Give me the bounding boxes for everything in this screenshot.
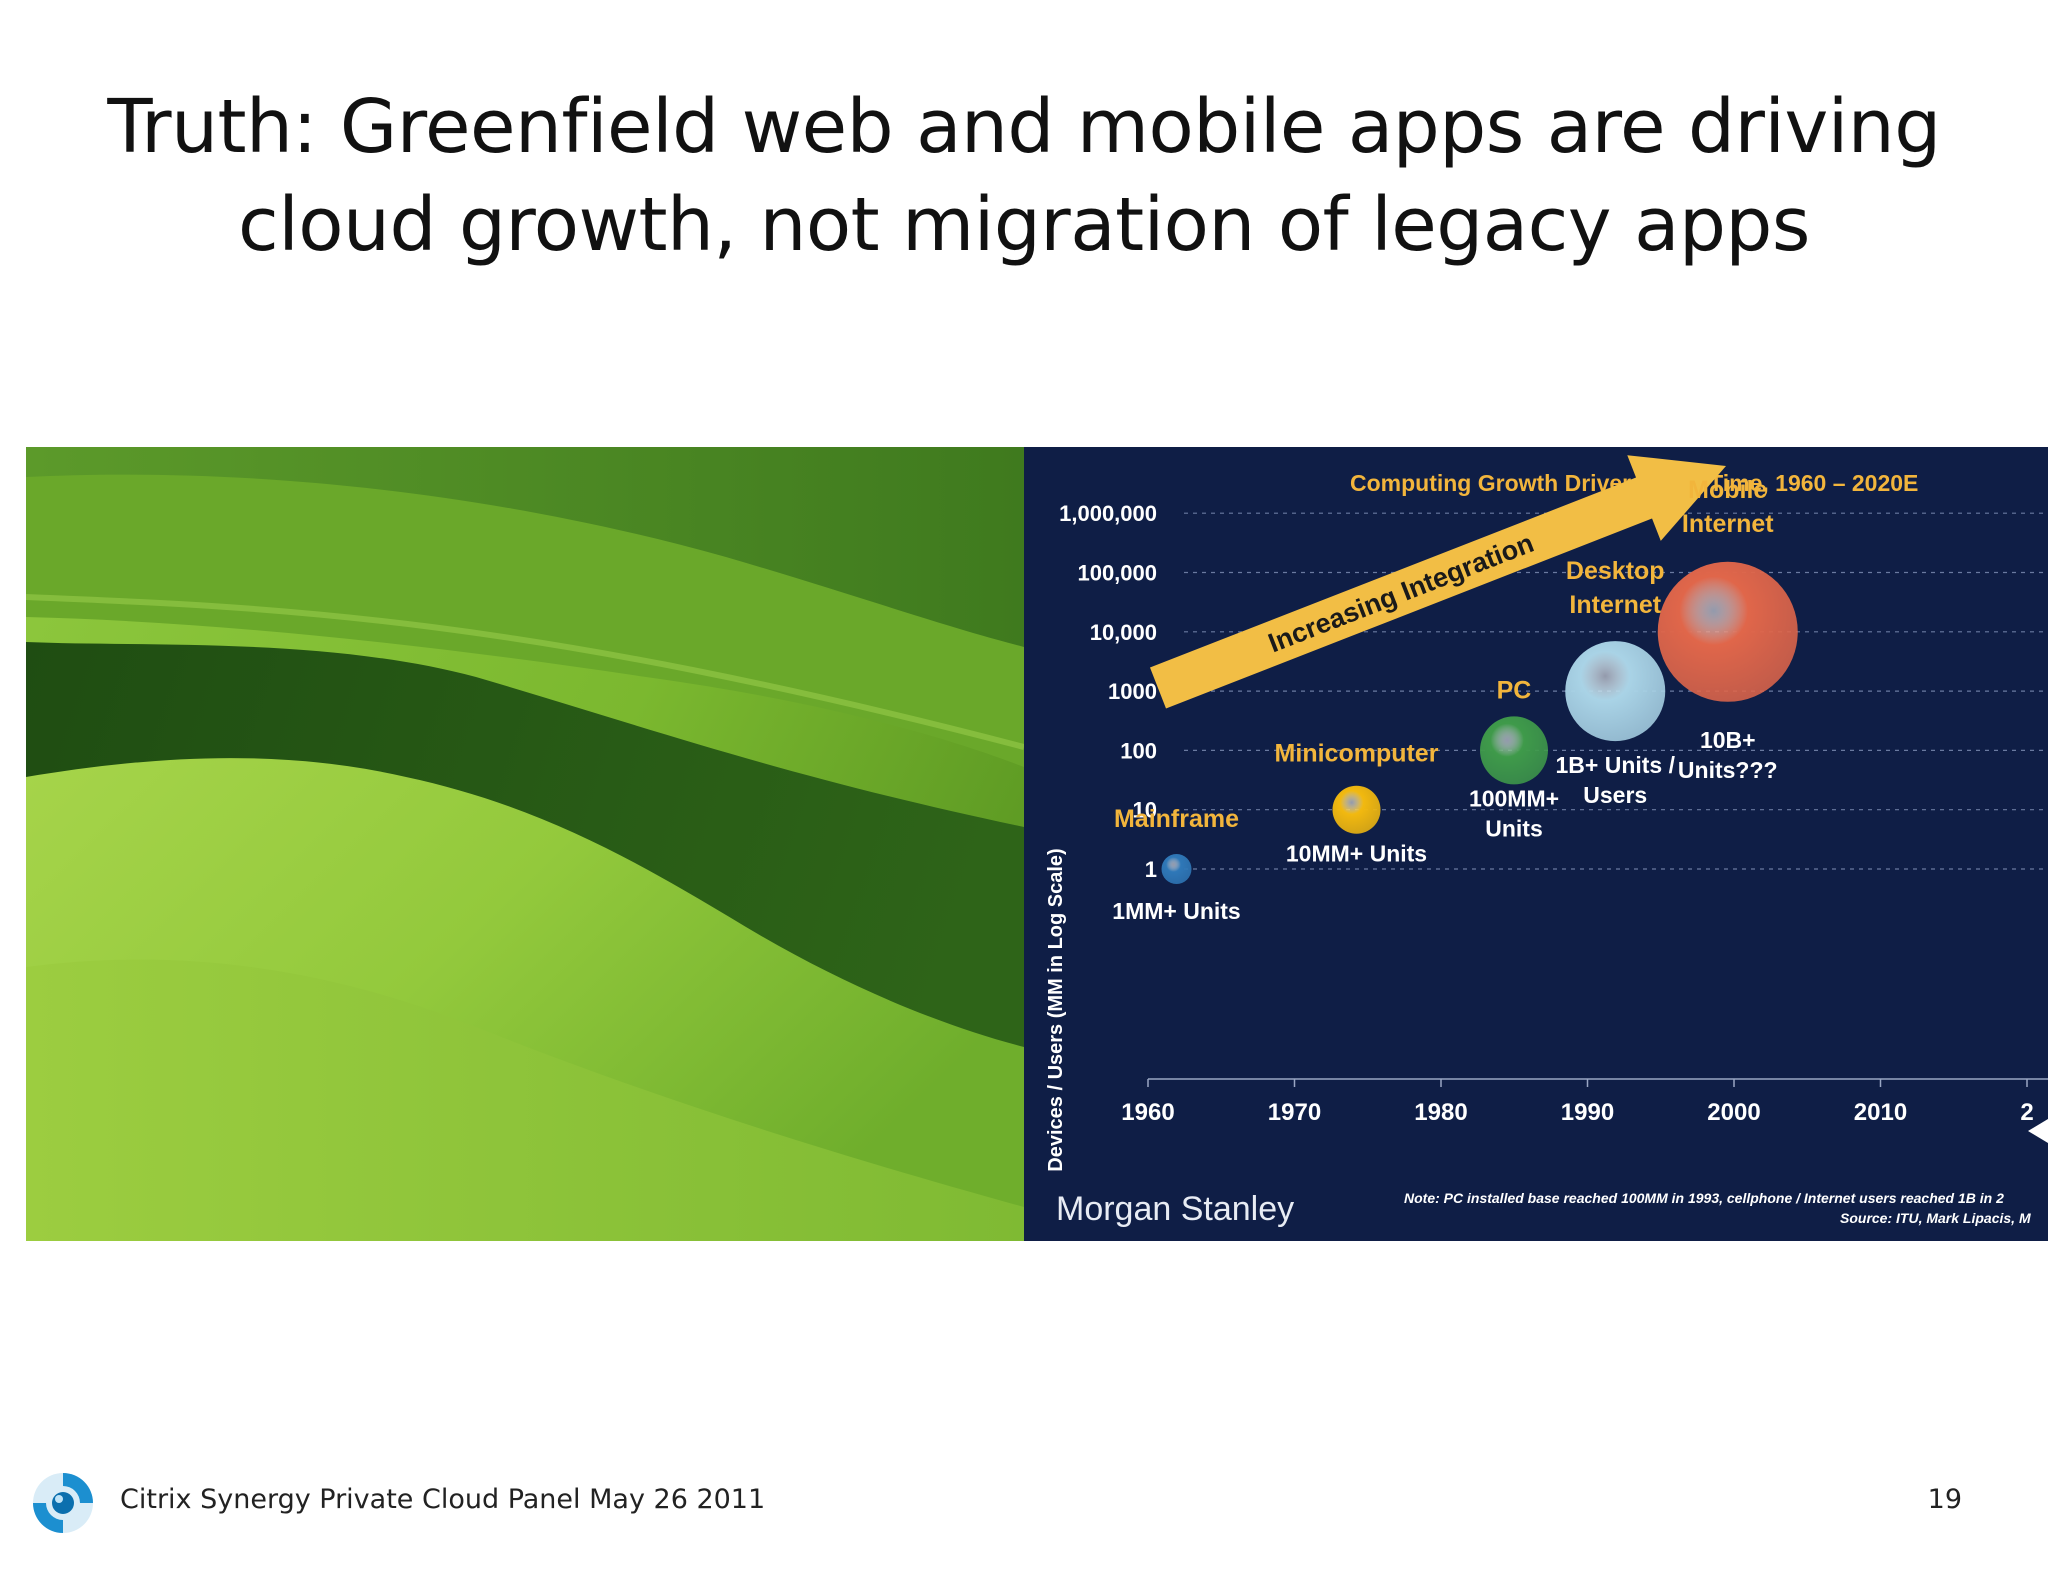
chart-source: Source: ITU, Mark Lipacis, M <box>1840 1210 2031 1226</box>
slide-title: Truth: Greenfield web and mobile apps ar… <box>0 78 2048 274</box>
y-tick-label: 10 <box>1133 798 1157 823</box>
slide-title-line-1: Truth: Greenfield web and mobile apps ar… <box>107 84 1941 170</box>
x-tick-labels: 1960 1970 1980 1990 2000 2010 2 <box>1121 1078 2048 1126</box>
x-tick-label: 1980 <box>1414 1099 1467 1126</box>
point-name-label: Mainframe <box>1114 805 1239 833</box>
point-name-label: Mobile <box>1688 476 1767 504</box>
x-tick-label: 2010 <box>1854 1099 1907 1126</box>
data-point-group: Mobile Internet 10B+ Units??? <box>1657 476 1798 783</box>
point-units-label: Units <box>1485 815 1543 841</box>
chart-note: Note: PC installed base reached 100MM in… <box>1404 1190 2004 1206</box>
point-units-label: 100MM+ <box>1469 785 1559 811</box>
point-units-label: 10B+ <box>1700 727 1756 753</box>
y-tick-labels: 1,000,000 100,000 10,000 1000 100 10 1 <box>1059 501 1157 882</box>
point-name-label: Internet <box>1682 510 1774 538</box>
point-units-label: 1MM+ Units <box>1112 898 1240 924</box>
citrix-logo <box>33 1473 93 1533</box>
y-tick-label: 1,000,000 <box>1059 501 1157 526</box>
page-number: 19 <box>1927 1484 1962 1515</box>
pointer-arrow-icon <box>2028 1119 2048 1143</box>
x-tick-label: 2 <box>2020 1099 2033 1126</box>
growth-chart: Computing Growth Drivers Over Time, 1960… <box>1045 455 2048 1228</box>
point-name-label: PC <box>1497 676 1532 704</box>
y-tick-label: 10,000 <box>1090 620 1157 645</box>
morgan-stanley-logo: Morgan Stanley <box>1056 1190 1294 1228</box>
chart-panel: Computing Growth Drivers Over Time, 1960… <box>1024 447 2048 1241</box>
data-point-group: Minicomputer 10MM+ Units <box>1275 740 1439 867</box>
y-tick-label: 100 <box>1120 738 1157 763</box>
data-point <box>1161 854 1192 884</box>
point-name-label: Desktop <box>1566 557 1665 585</box>
point-name-label: Minicomputer <box>1275 740 1439 768</box>
data-point <box>1480 716 1548 785</box>
y-tick-label: 100,000 <box>1077 561 1157 586</box>
arrow-label: Increasing Integration <box>1264 528 1538 659</box>
x-tick-label: 2000 <box>1707 1099 1760 1126</box>
x-tick-label: 1970 <box>1268 1099 1321 1126</box>
chart-grid <box>1184 512 2048 870</box>
y-axis-label: Devices / Users (MM in Log Scale) <box>1045 848 1067 1171</box>
slide-title-line-2: cloud growth, not migration of legacy ap… <box>238 182 1810 268</box>
y-tick-label: 1 <box>1145 857 1157 882</box>
data-point <box>1565 641 1666 742</box>
point-units-label: Units??? <box>1678 757 1778 783</box>
data-point <box>1332 785 1381 834</box>
point-units-label: Users <box>1583 782 1647 808</box>
data-points: Mainframe 1MM+ Units Minicomputer 10MM+ Uni… <box>1112 476 1798 924</box>
point-name-label: Internet <box>1569 591 1661 619</box>
x-tick-label: 1960 <box>1121 1099 1174 1126</box>
grass-hills-photo <box>26 447 1024 1241</box>
point-units-label: 1B+ Units / <box>1555 752 1675 778</box>
data-point-group: Desktop Internet 1B+ Units / Users <box>1555 557 1675 808</box>
footer-text: Citrix Synergy Private Cloud Panel May 2… <box>120 1484 766 1515</box>
data-point-group: Mainframe 1MM+ Units <box>1112 805 1240 924</box>
data-point <box>1657 561 1798 702</box>
point-units-label: 10MM+ Units <box>1286 841 1427 867</box>
data-point-group: PC 100MM+ Units <box>1469 676 1559 841</box>
y-tick-label: 1000 <box>1108 679 1157 704</box>
x-tick-label: 1990 <box>1561 1099 1614 1126</box>
